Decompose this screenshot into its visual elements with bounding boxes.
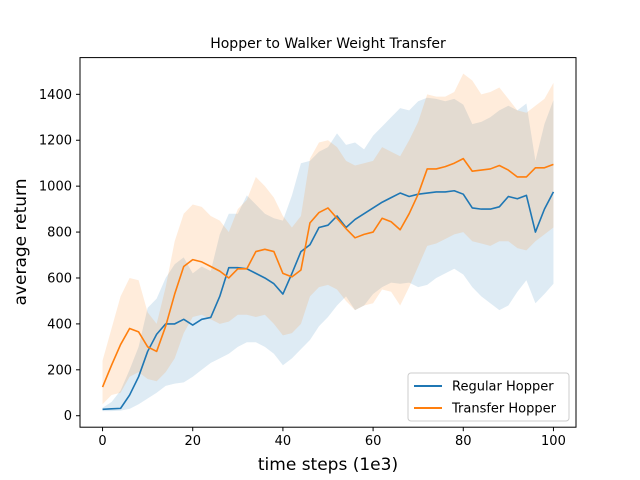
x-tick-label: 20 bbox=[184, 434, 201, 449]
legend-label-regular-hopper: Regular Hopper bbox=[452, 380, 554, 395]
chart-title: Hopper to Walker Weight Transfer bbox=[210, 36, 446, 52]
band-regular-hopper bbox=[102, 97, 554, 412]
x-tick-label: 100 bbox=[541, 434, 566, 449]
x-tick-label: 0 bbox=[98, 434, 106, 449]
y-tick-label: 1200 bbox=[39, 134, 72, 149]
y-tick-label: 200 bbox=[47, 363, 72, 378]
x-tick-label: 80 bbox=[455, 434, 472, 449]
confidence-bands bbox=[102, 73, 554, 412]
y-tick-label: 1000 bbox=[39, 180, 72, 195]
y-tick-label: 600 bbox=[47, 271, 72, 286]
plot-frame bbox=[79, 57, 577, 428]
x-tick-label: 60 bbox=[365, 434, 382, 449]
y-tick-label: 1400 bbox=[39, 88, 72, 103]
legend-box bbox=[407, 372, 570, 422]
y-axis-ticks: 0 200 400 600 800 1000 1200 1400 bbox=[39, 88, 80, 424]
y-tick-label: 400 bbox=[47, 317, 72, 332]
legend-label-transfer-hopper: Transfer Hopper bbox=[451, 402, 557, 417]
x-axis-label: time steps (1e3) bbox=[258, 455, 398, 475]
series-lines bbox=[101, 157, 555, 411]
x-axis-ticks: 0 20 40 60 80 100 bbox=[98, 427, 566, 449]
series-line-regular-hopper bbox=[102, 189, 555, 411]
x-tick-label: 40 bbox=[275, 434, 292, 449]
band-transfer-hopper bbox=[102, 73, 554, 405]
legend: Regular Hopper Transfer Hopper bbox=[407, 372, 570, 422]
y-tick-label: 800 bbox=[47, 226, 72, 241]
y-tick-label: 0 bbox=[64, 409, 72, 424]
series-line-transfer-hopper bbox=[101, 157, 554, 388]
y-axis-label: average return bbox=[11, 179, 31, 306]
